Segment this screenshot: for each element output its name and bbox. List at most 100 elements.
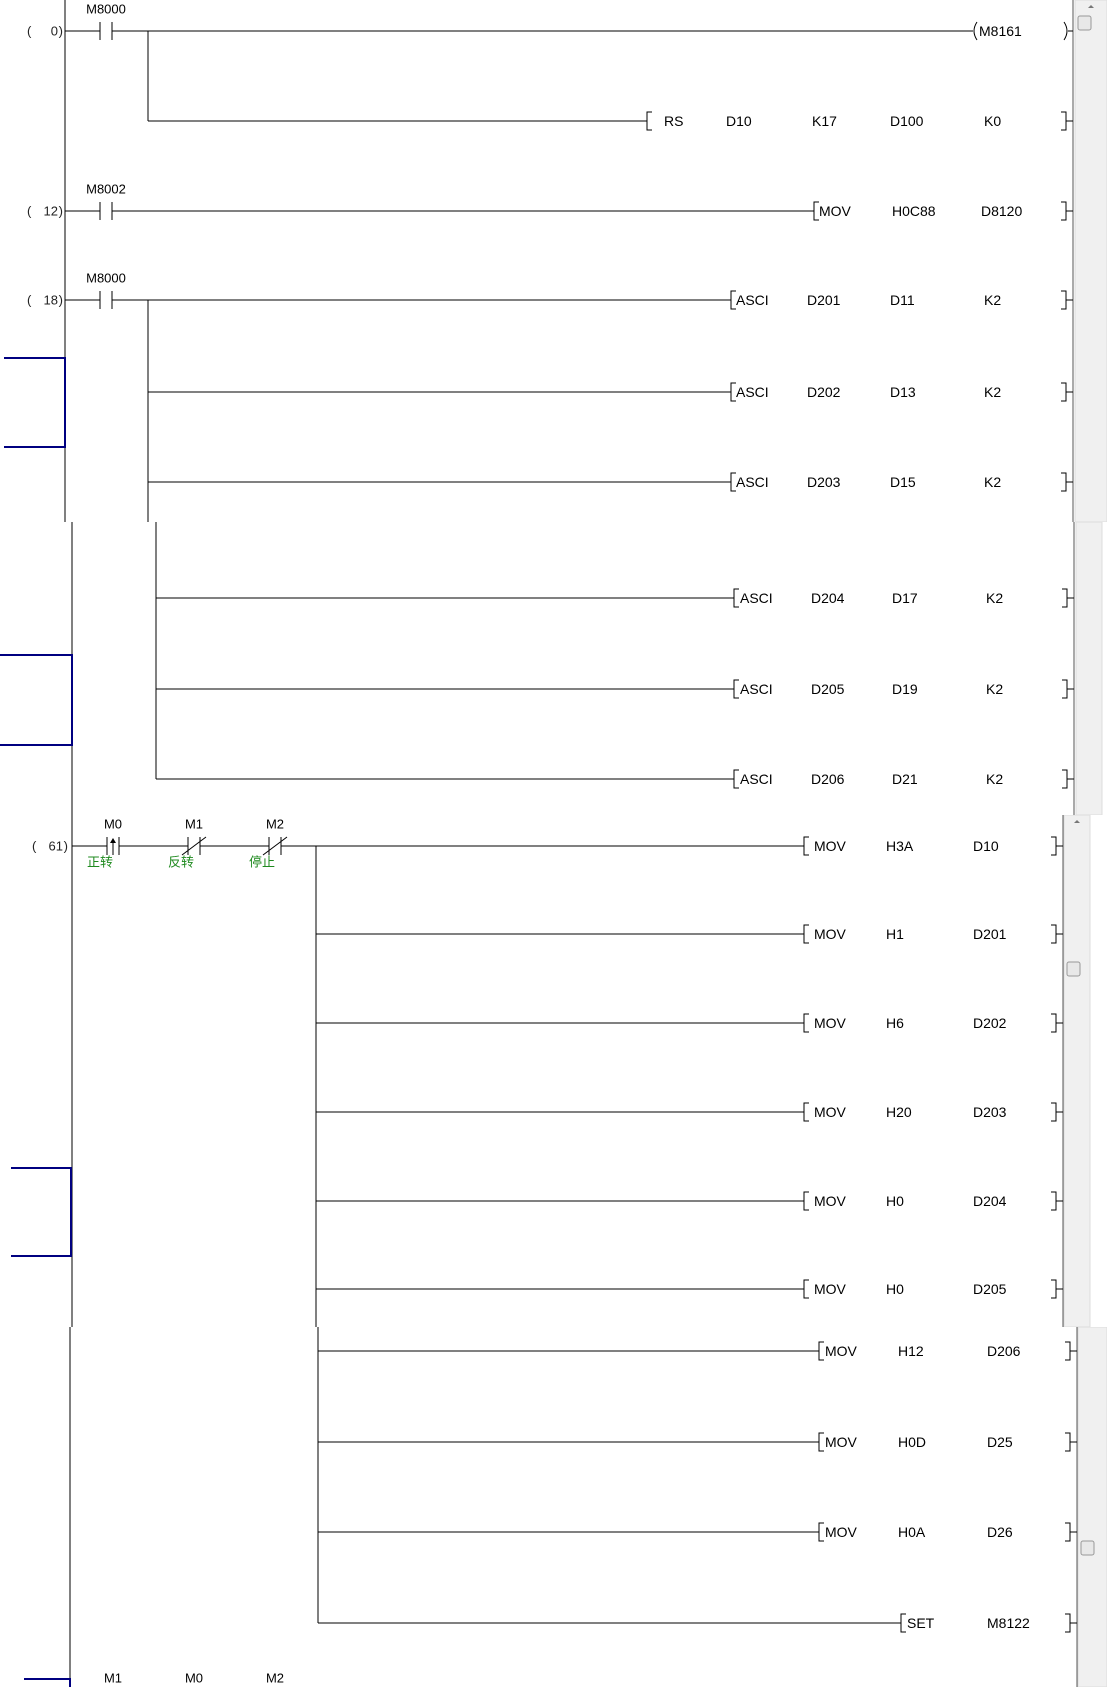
step-open-paren: ( [32, 839, 37, 854]
instruction-mov[interactable]: MOV H20 D203 [803, 1102, 1063, 1122]
panel-background [0, 0, 1107, 522]
instruction-mov[interactable]: MOV H1 D201 [803, 924, 1063, 944]
ladder-row[interactable]: SET M8122 [318, 1613, 1077, 1633]
instruction-operand: D203 [973, 1104, 1007, 1120]
ladder-row[interactable]: MOV H20 D203 [316, 1102, 1063, 1122]
ladder-row[interactable]: MOV H1 D201 [316, 924, 1063, 944]
ladder-row[interactable]: M1 M0 M2 [104, 1671, 284, 1686]
instruction-open-bracket [803, 1191, 809, 1211]
instruction-asci[interactable]: ASCI D205 D19 K2 [733, 679, 1074, 699]
instruction-mov[interactable]: MOV H0 D205 [803, 1279, 1063, 1299]
ladder-row[interactable]: ASCI D204 D17 K2 [156, 588, 1074, 608]
instruction-asci[interactable]: ASCI D201 D11 K2 [730, 290, 1073, 310]
scrollbar-track[interactable] [1077, 1327, 1107, 1687]
instruction-operand: K2 [986, 590, 1003, 606]
instruction-mnemonic: MOV [825, 1524, 858, 1540]
ladder-row[interactable]: (12) M8002 MOV H0C88 D8120 [27, 182, 1073, 221]
instruction-open-bracket [813, 201, 819, 221]
ladder-row[interactable]: RS D10 K17 D100 K0 [148, 111, 1073, 131]
instruction-mnemonic: MOV [819, 203, 852, 219]
ladder-row[interactable]: MOV H0 D204 [316, 1191, 1063, 1211]
ladder-row[interactable]: ASCI D205 D19 K2 [156, 679, 1074, 699]
output-coil[interactable]: M8161 [973, 21, 1073, 41]
vertical-scrollbar[interactable] [1074, 0, 1107, 522]
contact-device-label: M8000 [86, 2, 126, 17]
step-number: 61 [49, 839, 63, 854]
scrollbar-thumb[interactable] [1080, 1540, 1095, 1556]
vertical-scrollbar[interactable] [1075, 522, 1103, 815]
ladder-row[interactable]: MOV H6 D202 [316, 1013, 1063, 1033]
scroll-up-arrow-icon[interactable] [1074, 820, 1080, 823]
instruction-operand: H12 [898, 1343, 924, 1359]
scrollbar-thumb[interactable] [1066, 961, 1081, 977]
contact-slash [181, 836, 207, 856]
instruction-set[interactable]: SET M8122 [900, 1613, 1077, 1633]
panel-background [0, 522, 1107, 815]
instruction-mov[interactable]: MOV H0A D26 [818, 1522, 1077, 1542]
instruction-rs[interactable]: RS D10 K17 D100 K0 [646, 111, 1073, 131]
ladder-row[interactable]: (18) M8000 ASCI D201 D11 K2 [27, 271, 1073, 310]
instruction-mov[interactable]: MOV H6 D202 [803, 1013, 1063, 1033]
instruction-mnemonic: ASCI [740, 681, 773, 697]
ladder-row[interactable]: MOV H12 D206 [318, 1341, 1077, 1361]
panel-background [0, 1327, 1107, 1687]
instruction-operand: D204 [811, 590, 845, 606]
coil-open-paren [973, 21, 978, 41]
instruction-mnemonic: MOV [814, 1104, 847, 1120]
contact-comment: 正转 [87, 856, 113, 871]
instruction-operand: M8122 [987, 1615, 1030, 1631]
instruction-open-bracket [818, 1522, 824, 1542]
ladder-row[interactable]: ASCI D206 D21 K2 [156, 769, 1074, 789]
scrollbar-thumb[interactable] [1077, 15, 1092, 31]
instruction-open-bracket [730, 290, 736, 310]
contact-comment: 反转 [168, 856, 194, 871]
ladder-row[interactable]: (61) M0 正转 M1 反转 M2 停止 MOV H3A D10 [32, 817, 1063, 871]
scrollbar-track[interactable] [1074, 0, 1107, 522]
ladder-panel: MOV H12 D206 MOV H0D D25 MOV H0A D26 SET M8122 M1 M0… [0, 1327, 1107, 1687]
instruction-operand: D201 [973, 926, 1007, 942]
instruction-mnemonic: SET [907, 1615, 935, 1631]
instruction-mov[interactable]: MOV H3A D10 [803, 836, 1063, 856]
ladder-row[interactable]: MOV H0D D25 [318, 1432, 1077, 1452]
instruction-asci[interactable]: ASCI D203 D15 K2 [730, 472, 1073, 492]
vertical-scrollbar[interactable] [1063, 815, 1091, 1327]
instruction-open-bracket [730, 382, 736, 402]
contact-slash [262, 836, 288, 856]
ladder-row[interactable]: ASCI D202 D13 K2 [148, 382, 1073, 402]
instruction-operand: D21 [892, 771, 918, 787]
instruction-mov[interactable]: MOV H0 D204 [803, 1191, 1063, 1211]
step-number: 0 [51, 24, 58, 39]
ladder-panel: (61) M0 正转 M1 反转 M2 停止 MOV H3A D10 MOV H1 D201 MOV H6 D… [0, 815, 1107, 1327]
instruction-operand: D26 [987, 1524, 1013, 1540]
ladder-row[interactable]: MOV H0 D205 [316, 1279, 1063, 1299]
scrollbar-track[interactable] [1063, 815, 1091, 1327]
ladder-row[interactable]: MOV H0A D26 [318, 1522, 1077, 1542]
instruction-mov[interactable]: MOV H0D D25 [818, 1432, 1077, 1452]
ladder-row[interactable]: (0) M8000 M8161 [27, 2, 1073, 41]
instruction-mov[interactable]: MOV H12 D206 [818, 1341, 1077, 1361]
instruction-asci[interactable]: ASCI D204 D17 K2 [733, 588, 1074, 608]
instruction-operand: H6 [886, 1015, 904, 1031]
instruction-operand: K0 [984, 113, 1001, 129]
step-open-paren: ( [27, 293, 32, 308]
instruction-mnemonic: ASCI [740, 771, 773, 787]
ladder-panel: ASCI D204 D17 K2 ASCI D205 D19 K2 ASCI D206 D21 K2 [0, 522, 1107, 815]
instruction-asci[interactable]: ASCI D202 D13 K2 [730, 382, 1073, 402]
instruction-asci[interactable]: ASCI D206 D21 K2 [733, 769, 1074, 789]
instruction-mnemonic: MOV [814, 1015, 847, 1031]
vertical-scrollbar[interactable] [1077, 1327, 1107, 1687]
step-close-paren: ) [64, 839, 68, 854]
ladder-row[interactable]: ASCI D203 D15 K2 [148, 472, 1073, 492]
instruction-open-bracket [803, 1013, 809, 1033]
contact-device-label: M2 [266, 817, 284, 832]
scroll-up-arrow-icon[interactable] [1088, 5, 1094, 8]
instruction-open-bracket [818, 1432, 824, 1452]
instruction-operand: H0 [886, 1281, 904, 1297]
selection-bracket [0, 654, 73, 746]
panel-background [0, 815, 1107, 1327]
step-close-paren: ) [59, 24, 63, 39]
scrollbar-track[interactable] [1075, 522, 1103, 815]
instruction-mov[interactable]: MOV H0C88 D8120 [813, 201, 1073, 221]
instruction-open-bracket [803, 1279, 809, 1299]
